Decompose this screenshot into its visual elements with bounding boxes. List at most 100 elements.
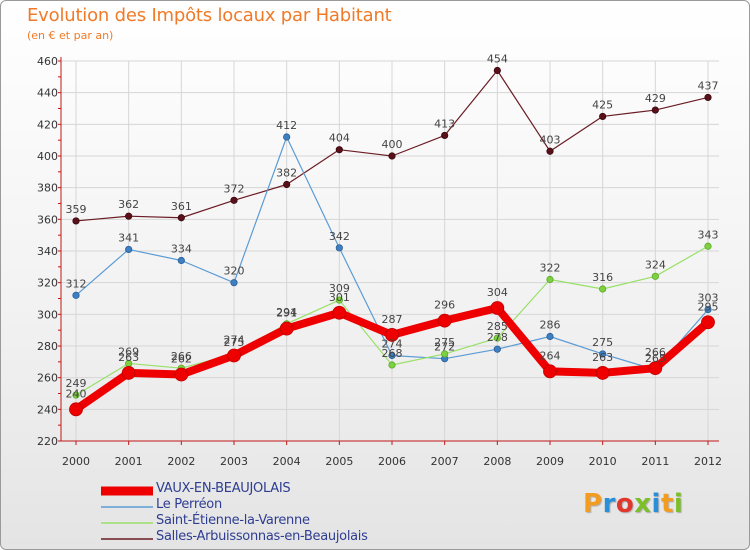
data-label-salles: 400: [382, 138, 403, 151]
data-point-vaux: [648, 361, 663, 376]
data-point-salles: [335, 146, 343, 154]
data-point-salles: [125, 212, 133, 220]
x-tick-label: 2008: [483, 455, 511, 468]
data-label-vaux: 263: [592, 351, 613, 364]
logo-letter: i: [673, 489, 684, 519]
data-label-salles: 359: [66, 203, 87, 216]
logo-letter: t: [660, 489, 674, 519]
x-tick-label: 2011: [641, 455, 669, 468]
data-point-saint-etienne: [704, 242, 712, 250]
x-tick-label: 2010: [589, 455, 617, 468]
data-point-salles: [177, 214, 185, 222]
data-label-le-perreon: 412: [276, 119, 297, 132]
chart-title: Evolution des Impôts locaux par Habitant: [27, 5, 392, 26]
data-point-salles: [72, 217, 80, 225]
y-tick-label: 300: [37, 308, 58, 321]
data-point-saint-etienne: [72, 391, 80, 399]
x-tick-label: 2012: [694, 455, 722, 468]
data-point-saint-etienne: [493, 334, 501, 342]
data-label-vaux: 291: [276, 307, 297, 320]
x-tick-label: 2005: [325, 455, 353, 468]
data-point-vaux: [174, 367, 189, 382]
data-point-salles: [388, 152, 396, 160]
legend-label: Le Perréon: [156, 497, 222, 512]
data-label-le-perreon: 303: [698, 292, 719, 305]
x-tick-label: 2001: [115, 455, 143, 468]
data-label-le-perreon: 265: [645, 352, 666, 365]
x-tick-label: 2004: [273, 455, 301, 468]
data-label-le-perreon: 341: [118, 231, 139, 244]
data-label-saint-etienne: 324: [645, 258, 666, 271]
data-point-salles: [441, 131, 449, 140]
x-tick-label: 2009: [536, 455, 564, 468]
y-tick-label: 380: [37, 182, 58, 195]
logo-letter: x: [634, 489, 652, 519]
data-point-salles: [599, 112, 607, 121]
data-label-vaux: 287: [382, 313, 403, 326]
proxiti-logo[interactable]: Proxiti: [583, 489, 683, 519]
data-label-vaux: 274: [224, 334, 245, 347]
y-tick-label: 240: [37, 403, 58, 416]
data-point-le-perreon: [72, 291, 80, 299]
data-label-le-perreon: 286: [540, 319, 561, 332]
data-label-le-perreon: 312: [66, 277, 87, 290]
data-label-salles: 362: [118, 198, 139, 211]
data-label-vaux: 264: [540, 349, 561, 362]
data-label-le-perreon: 275: [592, 336, 613, 349]
logo-letter: P: [583, 489, 603, 519]
data-point-le-perreon: [599, 350, 607, 358]
x-tick-label: 2007: [431, 455, 459, 468]
x-tick-label: 2000: [62, 455, 90, 468]
data-label-salles: 361: [171, 200, 192, 213]
legend-label: Saint-Étienne-la-Varenne: [156, 513, 310, 528]
data-point-vaux: [385, 328, 399, 342]
legend-label: VAUX-EN-BEAUJOLAIS: [156, 481, 291, 496]
data-label-saint-etienne: 343: [698, 228, 719, 241]
data-label-le-perreon: 320: [224, 265, 245, 278]
data-point-le-perreon: [283, 133, 291, 141]
data-label-vaux: 301: [329, 291, 350, 304]
data-label-vaux: 295: [698, 300, 719, 313]
data-point-saint-etienne: [441, 350, 449, 358]
data-point-le-perreon: [335, 244, 343, 252]
data-point-vaux: [701, 315, 715, 330]
data-label-vaux: 240: [66, 387, 87, 400]
data-label-saint-etienne: 268: [382, 347, 403, 360]
data-point-saint-etienne: [546, 275, 554, 284]
legend-swatch-saint-etienne: [101, 522, 153, 524]
data-point-salles: [546, 147, 554, 155]
axes: 220 240 260 280 300 320 340 360 380 400 420 440 460 2…: [37, 55, 722, 468]
data-point-vaux: [279, 321, 294, 336]
x-tick-label: 2002: [167, 455, 195, 468]
data-label-saint-etienne: 285: [487, 320, 508, 333]
series-lines: [69, 66, 715, 417]
data-point-vaux: [69, 402, 83, 417]
data-label-vaux: 262: [171, 353, 192, 366]
grid: [61, 60, 719, 442]
data-label-salles: 429: [645, 92, 666, 105]
data-label-saint-etienne: 275: [224, 336, 245, 349]
data-label-saint-etienne: 294: [276, 306, 297, 319]
data-label-salles: 372: [224, 182, 245, 195]
legend-swatch-vaux: [101, 486, 153, 496]
data-point-vaux: [437, 313, 452, 328]
data-label-le-perreon: 278: [487, 331, 508, 344]
x-tick-label: 2003: [220, 455, 248, 468]
data-label-vaux: 296: [434, 299, 455, 312]
chart-subtitle: (en € et par an): [27, 29, 114, 42]
logo-letter: i: [651, 489, 661, 519]
y-tick-label: 260: [37, 372, 58, 385]
data-label-salles: 425: [592, 98, 613, 111]
data-point-salles: [651, 106, 659, 114]
data-label-saint-etienne: 266: [171, 350, 192, 363]
data-point-le-perreon: [546, 332, 554, 341]
data-label-salles: 382: [276, 167, 297, 180]
data-point-salles: [283, 180, 291, 189]
data-point-saint-etienne: [651, 272, 659, 280]
data-label-saint-etienne: 316: [592, 271, 613, 284]
y-tick-label: 420: [37, 118, 58, 131]
y-tick-label: 400: [37, 150, 58, 163]
data-point-vaux: [490, 301, 505, 315]
legend-label: Salles-Arbuissonnas-en-Beaujolais: [156, 529, 368, 544]
